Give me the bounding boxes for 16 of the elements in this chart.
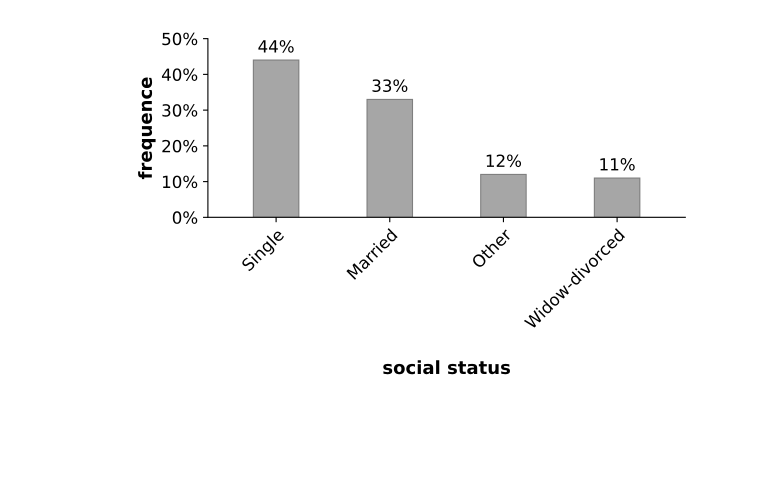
data-label: 12% — [486, 154, 522, 168]
y-tick-label: 30% — [162, 104, 198, 117]
y-tick-label: 50% — [162, 32, 198, 46]
data-label: 44% — [258, 40, 294, 53]
bar — [366, 98, 414, 218]
bar — [252, 60, 300, 218]
data-label: 33% — [372, 79, 408, 92]
bar — [594, 177, 640, 218]
data-label: 11% — [600, 158, 635, 171]
y-tick-label: 40% — [162, 68, 198, 81]
x-axis-title: social status — [383, 360, 510, 374]
y-tick-label: 10% — [162, 176, 198, 188]
y-tick-label: 20% — [162, 140, 198, 152]
bar — [480, 174, 527, 218]
y-tick-label: 0% — [172, 211, 198, 224]
y-axis-title: frequence — [138, 77, 156, 180]
